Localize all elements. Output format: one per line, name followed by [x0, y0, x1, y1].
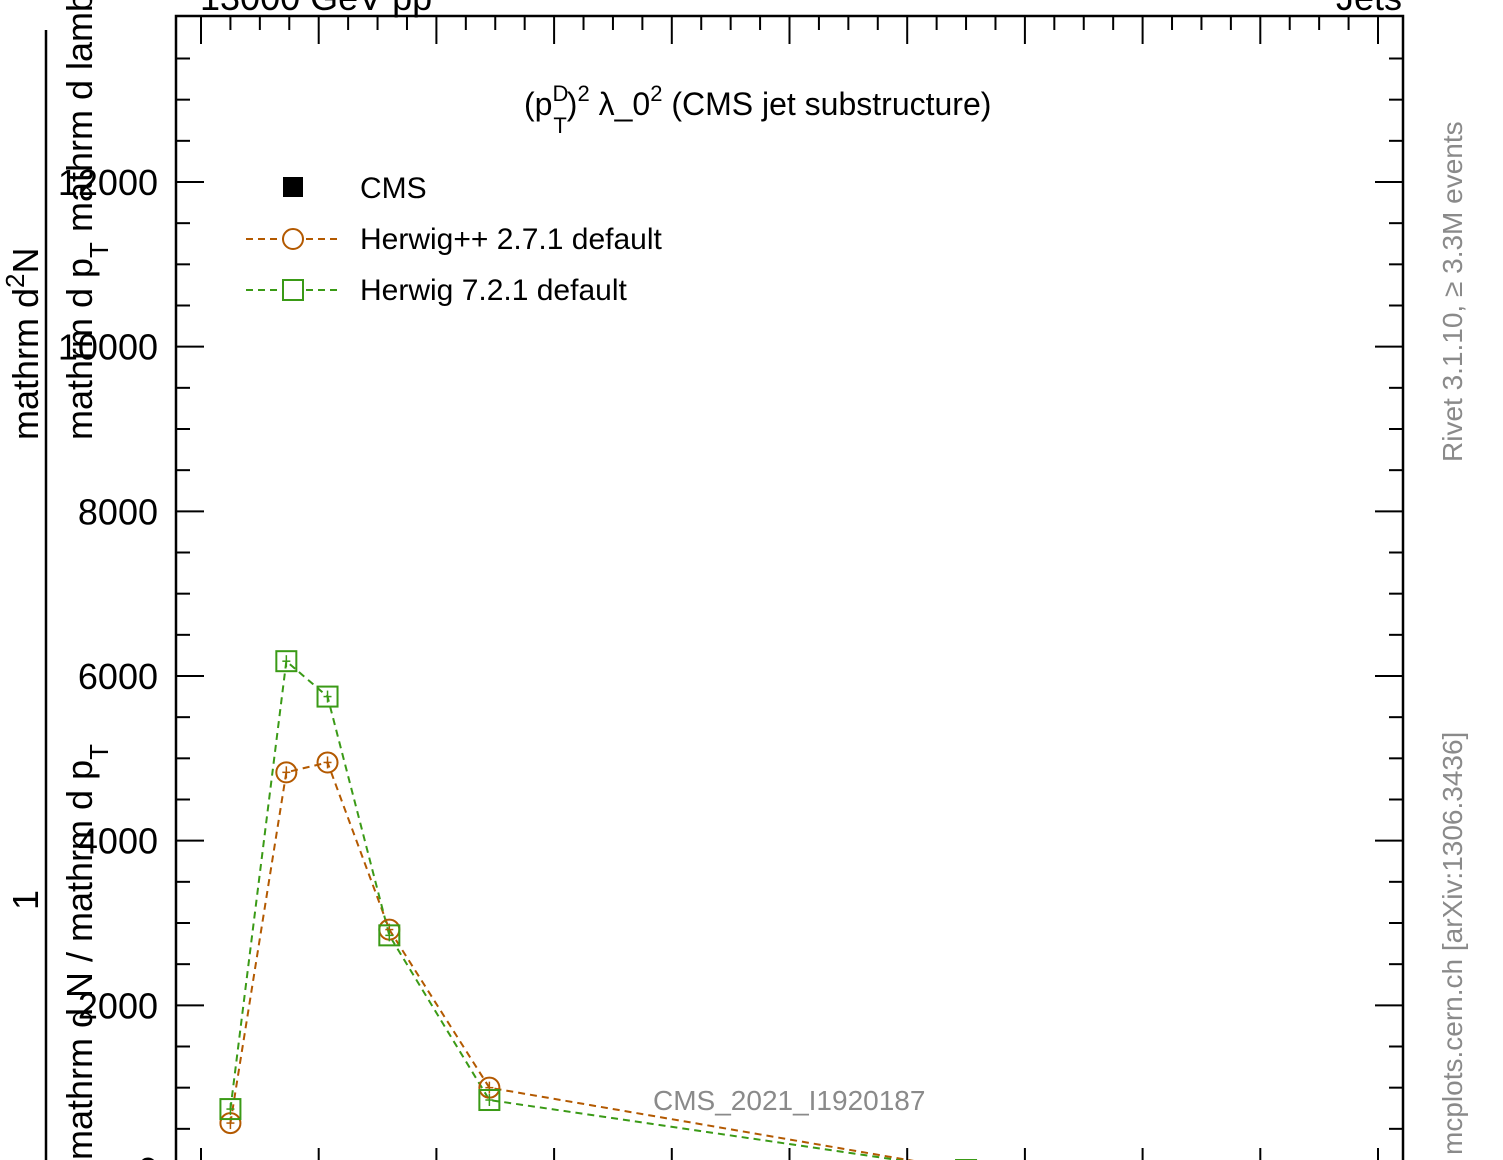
rivet-label: Rivet 3.1.10, ≥ 3.3M events — [1437, 121, 1468, 462]
chart-title: (pD T)2 λ_02 (CMS jet substructure) — [524, 81, 991, 138]
legend-herwig7-label: Herwig 7.2.1 default — [360, 274, 627, 307]
legend-herwigpp-marker — [282, 228, 304, 250]
y-tick-label: 0 — [138, 1150, 158, 1160]
series-markers — [219, 650, 978, 1160]
y-label-denominator: mathrm d N / mathrm d pT — [59, 744, 114, 1160]
y-tick-labels: 0 2000 4000 6000 8000 10000 12000 — [58, 162, 158, 1160]
y-axis-label: 1 mathrm d N / mathrm d pT mathrm d2N ma… — [0, 0, 114, 1160]
series-point-2 — [219, 1098, 242, 1121]
series-point-2 — [275, 650, 298, 673]
legend-herwigpp-label: Herwig++ 2.7.1 default — [360, 223, 663, 256]
series-point-2 — [478, 1089, 501, 1112]
series-point-1 — [275, 761, 298, 784]
y-tick-label: 6000 — [78, 656, 158, 697]
y-tick-label: 8000 — [78, 491, 158, 532]
header-right: Jets — [1336, 0, 1402, 18]
y-label-numerator-2: mathrm d pT mathrm d lambda — [59, 0, 114, 440]
y-tick-label: 12000 — [58, 162, 158, 203]
header-left: 13000 GeV pp — [200, 0, 432, 18]
y-tick-label: 4000 — [78, 821, 158, 862]
series-line-2 — [229, 659, 905, 1160]
legend-cms-label: CMS — [360, 172, 427, 205]
series-point-2 — [316, 685, 339, 708]
legend-cms-marker — [283, 177, 303, 197]
y-label-one: 1 — [5, 890, 46, 910]
series-point-1 — [316, 751, 339, 774]
analysis-watermark: CMS_2021_I1920187 — [653, 1085, 925, 1116]
y-label-numerator: mathrm d2N — [0, 247, 46, 440]
series-point-2 — [378, 924, 401, 947]
legend: CMS Herwig++ 2.7.1 default Herwig 7.2.1 … — [246, 172, 663, 307]
mcplots-label: mcplots.cern.ch [arXiv:1306.3436] — [1437, 732, 1468, 1155]
series-line-1 — [229, 761, 915, 1160]
y-tick-label: 2000 — [78, 985, 158, 1026]
y-tick-label: 10000 — [58, 327, 158, 368]
series-lines — [229, 659, 915, 1160]
axis-ticks — [176, 16, 1403, 1160]
legend-herwig7-marker — [282, 279, 304, 301]
